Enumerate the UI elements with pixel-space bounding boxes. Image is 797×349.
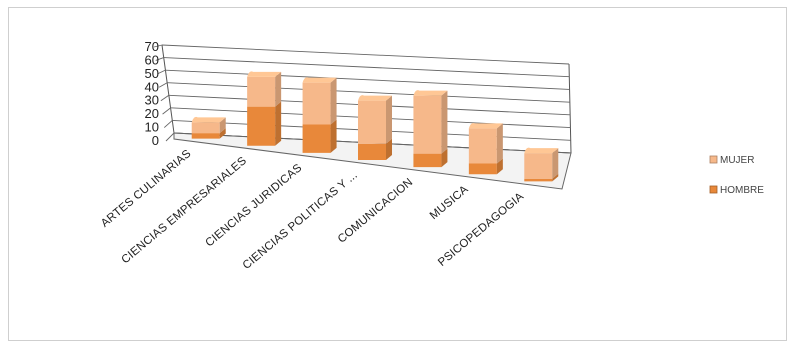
bar-hombre bbox=[247, 101, 282, 146]
bar-front-face bbox=[358, 100, 386, 144]
tick-connector bbox=[163, 120, 173, 128]
bar-front-face bbox=[468, 163, 497, 175]
bar-front-face bbox=[247, 76, 276, 107]
bar-front-face bbox=[413, 153, 442, 168]
bar-side-face bbox=[441, 148, 448, 168]
legend-label: HOMBRE bbox=[720, 185, 764, 196]
bar-front-face bbox=[358, 143, 386, 160]
bar-front-face bbox=[302, 82, 331, 125]
tick-connector bbox=[155, 57, 164, 61]
y-tick-label: 40 bbox=[145, 79, 159, 94]
gridline bbox=[165, 69, 570, 90]
bar-mujer bbox=[191, 116, 226, 134]
bar-top-face bbox=[524, 147, 559, 154]
bar-front-face bbox=[413, 95, 442, 154]
bar-side-face bbox=[386, 95, 392, 144]
tick-connector bbox=[162, 107, 171, 115]
legend-swatch bbox=[709, 155, 718, 164]
bar-side-face bbox=[496, 123, 503, 164]
legend-swatch bbox=[709, 185, 718, 194]
bars bbox=[191, 71, 559, 182]
legend-label: MUJER bbox=[720, 155, 754, 166]
bar-hombre bbox=[302, 119, 337, 153]
bar-side-face bbox=[275, 101, 282, 146]
bar-side-face bbox=[219, 128, 226, 139]
bar-side-face bbox=[386, 138, 392, 160]
tick-connector bbox=[165, 132, 175, 142]
bar-top-face bbox=[358, 95, 392, 101]
bar-side-face bbox=[330, 119, 337, 153]
bar-mujer bbox=[302, 77, 337, 125]
gridline bbox=[163, 57, 570, 78]
y-tick-label: 10 bbox=[145, 120, 159, 135]
tick-connector bbox=[153, 44, 163, 48]
bar-hombre bbox=[413, 148, 448, 168]
legend: MUJER HOMBRE bbox=[709, 155, 764, 196]
tick-connector bbox=[157, 69, 166, 75]
bar-hombre bbox=[191, 128, 226, 139]
bar-mujer bbox=[524, 147, 559, 179]
chart-frame: 0 10 20 30 40 50 60 70 ARTES CULINARIAS CIENCIAS… bbox=[8, 7, 787, 341]
bar-mujer bbox=[247, 71, 282, 107]
bar-front-face bbox=[302, 124, 331, 153]
bar-side-face bbox=[552, 173, 559, 182]
x-tick-label: MUSICA bbox=[428, 183, 471, 222]
bar-hombre bbox=[358, 138, 392, 160]
bar-front-face bbox=[247, 106, 276, 146]
x-tick-label: CIENCIAS EMPRESARIALES bbox=[120, 155, 250, 267]
bar-front-face bbox=[524, 153, 553, 179]
legend-item-hombre: HOMBRE bbox=[709, 185, 764, 196]
bar-side-face bbox=[330, 77, 337, 125]
bar-mujer bbox=[358, 95, 392, 144]
tick-connector bbox=[158, 82, 168, 88]
legend-item-mujer: MUJER bbox=[709, 155, 754, 166]
bar-hombre bbox=[524, 173, 559, 182]
y-tick-label: 70 bbox=[145, 39, 159, 54]
gridline bbox=[161, 44, 570, 65]
bar-front-face bbox=[191, 133, 220, 139]
bar-top-face bbox=[247, 71, 282, 77]
y-tick-label: 20 bbox=[145, 106, 159, 121]
bar-top-face bbox=[468, 122, 503, 129]
bar-front-face bbox=[191, 122, 220, 134]
bar-side-face bbox=[219, 117, 226, 134]
bar-front-face bbox=[524, 178, 553, 182]
bar-side-face bbox=[441, 90, 448, 154]
y-tick-label: 50 bbox=[145, 66, 159, 81]
y-tick-label: 30 bbox=[145, 93, 159, 108]
bar-top-face bbox=[191, 116, 226, 123]
bar-side-face bbox=[275, 71, 282, 107]
tick-connector bbox=[160, 94, 170, 102]
bar-front-face bbox=[468, 128, 497, 164]
bar-mujer bbox=[468, 122, 503, 164]
y-tick-label: 0 bbox=[152, 133, 159, 148]
bar-mujer bbox=[413, 90, 448, 154]
x-tick-label: CIENCIAS POLITICAS Y ... bbox=[241, 169, 360, 272]
y-tick-label: 60 bbox=[145, 52, 159, 67]
bar-top-face bbox=[413, 90, 448, 96]
bar-top-face bbox=[302, 77, 337, 83]
bar-side-face bbox=[496, 158, 503, 175]
bar-side-face bbox=[552, 148, 559, 179]
gridline bbox=[167, 82, 570, 103]
bar-hombre bbox=[468, 158, 503, 175]
